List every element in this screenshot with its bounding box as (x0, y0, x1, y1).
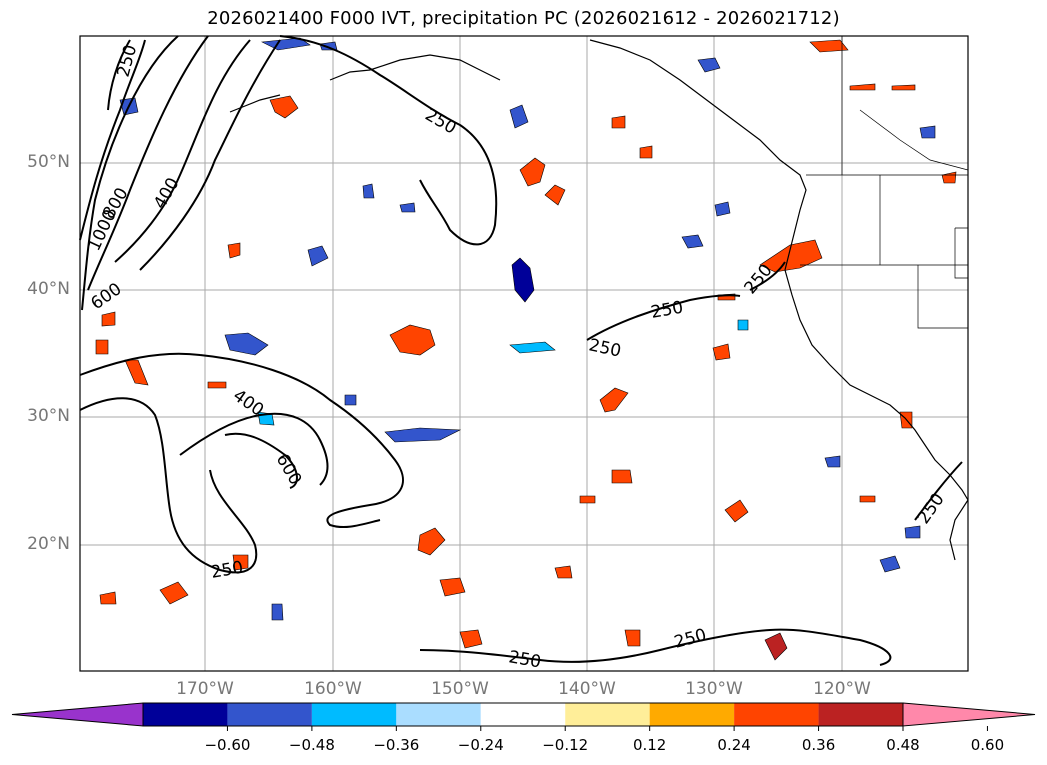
colorbar-segment (565, 703, 650, 726)
colorbar-tick-label: −0.12 (542, 736, 589, 754)
colorbar-extend-min (11, 702, 144, 727)
lon-label-120w: 120°W (813, 679, 871, 699)
colorbar-tick-label: −0.24 (457, 736, 504, 754)
colorbar-tick-label: −0.60 (204, 736, 251, 754)
colorbar-tick-label: 0.24 (717, 736, 751, 754)
colorbar-segment (649, 703, 735, 726)
lat-label-40n: 40°N (27, 279, 70, 299)
plot-title: 2026021400 F000 IVT, precipitation PC (2… (207, 8, 840, 29)
colorbar-tick-label: 0.48 (886, 736, 920, 754)
colorbar-segment (227, 703, 312, 726)
lon-label-130w: 130°W (685, 679, 743, 699)
map-frame (79, 35, 969, 672)
colorbar-extend-max (902, 702, 1036, 727)
colorbar-tick-label: −0.36 (373, 736, 420, 754)
lon-label-140w: 140°W (558, 679, 616, 699)
colorbar-segment (480, 703, 566, 726)
precip-negative-shading (119, 37, 936, 621)
colorbar-segment (734, 703, 819, 726)
colorbar-segment (143, 703, 228, 726)
lon-label-150w: 150°W (431, 679, 489, 699)
colorbar-outline (142, 702, 904, 727)
colorbar-segment (311, 703, 397, 726)
lon-label-170w: 170°W (176, 679, 234, 699)
colorbar-tick-label: 0.60 (970, 736, 1005, 754)
colorbar-segment (396, 703, 481, 726)
colorbar-tick-label: 0.36 (801, 736, 836, 754)
lat-label-20n: 20°N (27, 534, 70, 554)
precip-positive-shading (95, 39, 957, 661)
colorbar-tick-label: −0.48 (288, 736, 335, 754)
colorbar-tick-label: 0.12 (632, 736, 667, 754)
colorbar-segments (11, 702, 1036, 731)
ivt-contours (79, 35, 963, 666)
lon-label-160w: 160°W (304, 679, 362, 699)
lat-label-50n: 50°N (27, 152, 70, 172)
political-borders (800, 36, 969, 329)
colorbar-segment (818, 703, 903, 726)
lat-label-30n: 30°N (27, 406, 70, 426)
